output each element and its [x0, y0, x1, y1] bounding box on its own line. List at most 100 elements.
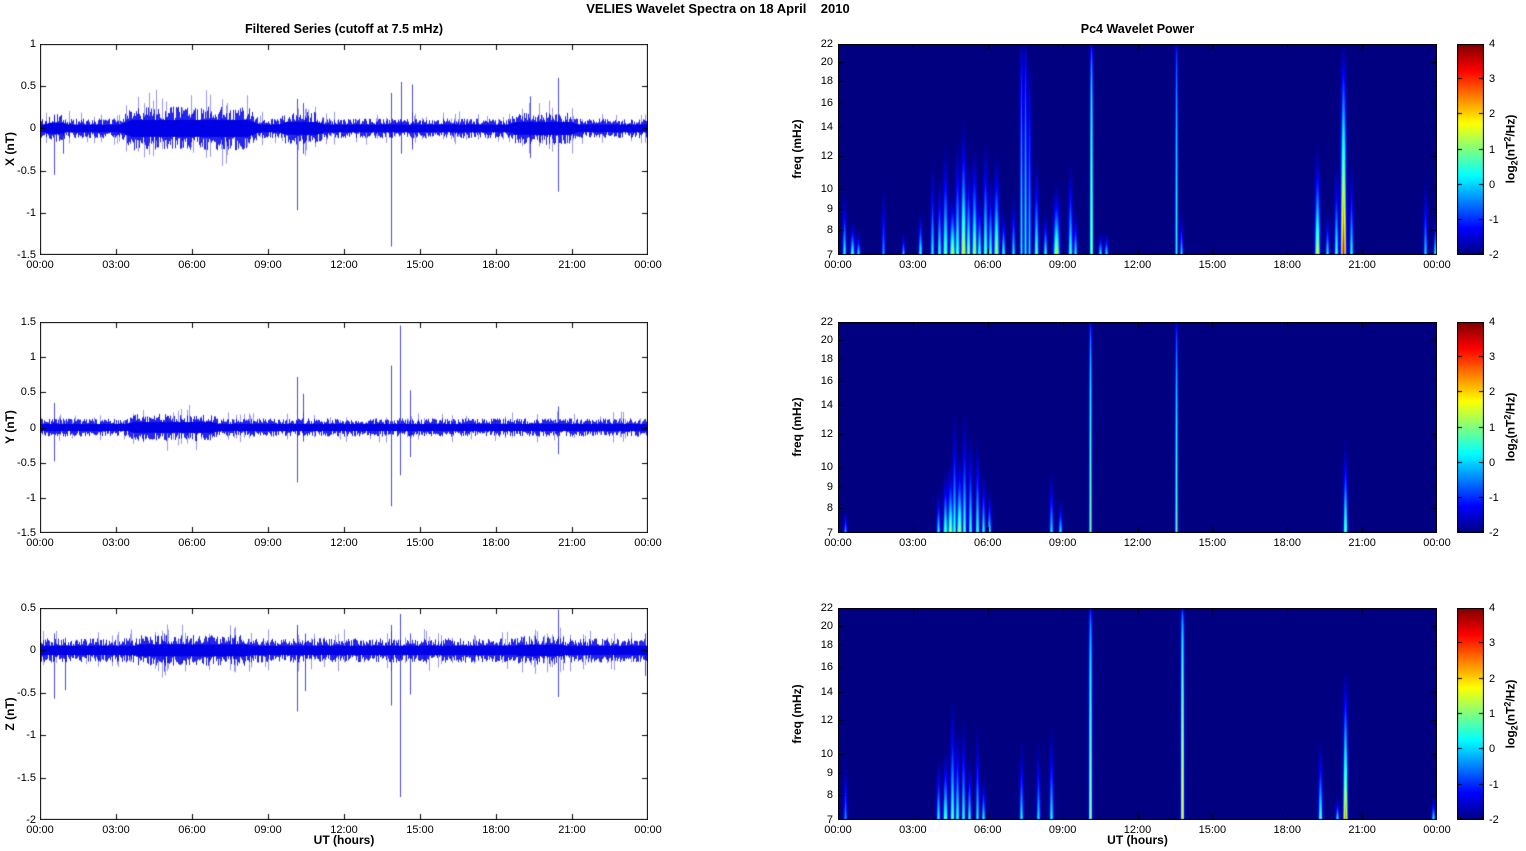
x-tick-label: 03:00 [899, 824, 927, 836]
cbar-tick-label: -2 [1489, 249, 1499, 261]
x-tick-label: 15:00 [1198, 537, 1227, 549]
x-tick-label: 21:00 [558, 537, 586, 549]
x-tick-label: 00:00 [824, 259, 852, 271]
y-tick-label: 0 [29, 122, 36, 135]
x-tick-label: 18:00 [482, 259, 510, 271]
freq-tick-label: 18 [820, 74, 833, 87]
freq-tick-label: 8 [826, 789, 833, 802]
freq-tick-label: 16 [820, 96, 833, 109]
y-tick-label: -0.5 [17, 164, 36, 177]
x-tick-label: 18:00 [482, 537, 510, 549]
cbar-tick-label: 1 [1489, 708, 1496, 720]
freq-tick-label: 14 [820, 399, 833, 412]
filtered-series-title: Filtered Series (cutoff at 7.5 mHz) [245, 22, 443, 36]
freq-tick-label: 12 [820, 714, 833, 727]
freq-tick-label: 10 [820, 461, 833, 474]
x-tick-label: 09:00 [1048, 259, 1077, 271]
cbar-tick-label: 0 [1489, 743, 1496, 756]
colorbar-label-part: 2 [1502, 414, 1513, 420]
x-tick-label: 21:00 [1348, 824, 1376, 836]
x-tick-label: 06:00 [973, 537, 1002, 549]
colorbar-label-part: 2 [1502, 701, 1513, 707]
freq-ylabel-top: freq (mHz) [790, 119, 804, 179]
x-tick-label: 21:00 [1348, 259, 1376, 271]
freq-tick-label: 20 [820, 55, 833, 68]
freq-tick-label: 20 [820, 619, 833, 632]
freq-tick-label: 8 [826, 224, 833, 237]
x-tick-label: 00:00 [26, 259, 54, 271]
y-tick-label: -1.5 [17, 249, 36, 261]
cbar-tick-label: -1 [1489, 491, 1499, 504]
y-tick-label: 1 [29, 38, 36, 50]
y-tick-label: -1.5 [17, 771, 36, 784]
x-tick-label: 00:00 [824, 537, 852, 549]
x-tick-label: 15:00 [1198, 259, 1227, 271]
colorbar-label-part: 2 [1509, 160, 1520, 166]
x-tick-label: 00:00 [634, 259, 662, 271]
cbar-tick-label: -2 [1489, 527, 1499, 539]
cbar-tick-label: 1 [1489, 143, 1496, 156]
cbar-tick-label: 4 [1489, 602, 1496, 614]
x-tick-label: 00:00 [1423, 259, 1451, 271]
cbar-tick-label: -1 [1489, 778, 1499, 791]
x-tick-label: 03:00 [102, 259, 130, 271]
y-tick-label: -0.5 [17, 456, 36, 469]
freq-tick-label: 7 [826, 249, 833, 261]
freq-tick-label: 14 [820, 685, 833, 698]
x-tick-label: 21:00 [558, 259, 586, 271]
x-tick-label: 12:00 [330, 537, 358, 549]
cbar-tick-label: 0 [1489, 456, 1496, 469]
x-tick-label: 03:00 [102, 537, 130, 549]
z-axis-ylabel: Z (nT) [3, 697, 17, 731]
y-tick-label: 0.5 [20, 80, 36, 93]
y-tick-label: 1 [29, 351, 36, 364]
x-tick-label: 06:00 [178, 537, 206, 549]
x-tick-label: 00:00 [634, 824, 662, 836]
freq-tick-label: 9 [826, 480, 833, 493]
freq-tick-label: 12 [820, 149, 833, 162]
cbar-tick-label: -1 [1489, 213, 1499, 226]
x-tick-label: 03:00 [899, 259, 927, 271]
freq-tick-label: 7 [826, 814, 833, 826]
wavelet-power-title: Pc4 Wavelet Power [1080, 22, 1195, 36]
x-tick-label: 03:00 [899, 537, 927, 549]
x-tick-label: 12:00 [1123, 537, 1152, 549]
x-tick-label: 09:00 [254, 259, 282, 271]
x-tick-label: 00:00 [26, 537, 54, 549]
y-tick-label: 0 [29, 421, 36, 434]
z-wavelet-spectrogram [838, 608, 1437, 820]
x-tick-label: 03:00 [102, 824, 130, 836]
x-tick-label: 18:00 [1273, 259, 1302, 271]
y-tick-label: -1 [26, 206, 36, 219]
y-tick-label: 0.5 [20, 602, 36, 614]
freq-tick-label: 10 [820, 183, 833, 196]
freq-tick-label: 22 [820, 316, 833, 328]
colorbar-x [1457, 44, 1484, 255]
freq-ylabel-bot: freq (mHz) [790, 684, 804, 744]
x-tick-label: 06:00 [178, 259, 206, 271]
x-tick-label: 00:00 [1423, 537, 1451, 549]
x-tick-label: 15:00 [1198, 824, 1227, 836]
x-tick-label: 00:00 [1423, 824, 1451, 836]
freq-tick-label: 16 [820, 374, 833, 387]
cbar-tick-label: 0 [1489, 178, 1496, 191]
x-wavelet-spectrogram [838, 44, 1437, 255]
freq-tick-label: 9 [826, 767, 833, 780]
y-series-plot [40, 322, 648, 533]
colorbar-label-part: 2 [1509, 725, 1520, 731]
cbar-tick-label: 1 [1489, 421, 1496, 434]
x-series-plot [40, 44, 648, 255]
x-tick-label: 00:00 [634, 537, 662, 549]
y-wavelet-spectrogram [838, 322, 1437, 533]
freq-tick-label: 12 [820, 427, 833, 440]
x-tick-label: 09:00 [1048, 537, 1077, 549]
x-tick-label: 18:00 [482, 824, 510, 836]
cbar-tick-label: 3 [1489, 637, 1496, 650]
x-tick-label: 06:00 [973, 824, 1002, 836]
colorbar-label-part: 2 [1502, 136, 1513, 142]
y-tick-label: 0.5 [20, 386, 36, 399]
colorbar-label-part: 2 [1509, 438, 1520, 444]
freq-tick-label: 16 [820, 660, 833, 673]
x-tick-label: 15:00 [406, 824, 434, 836]
